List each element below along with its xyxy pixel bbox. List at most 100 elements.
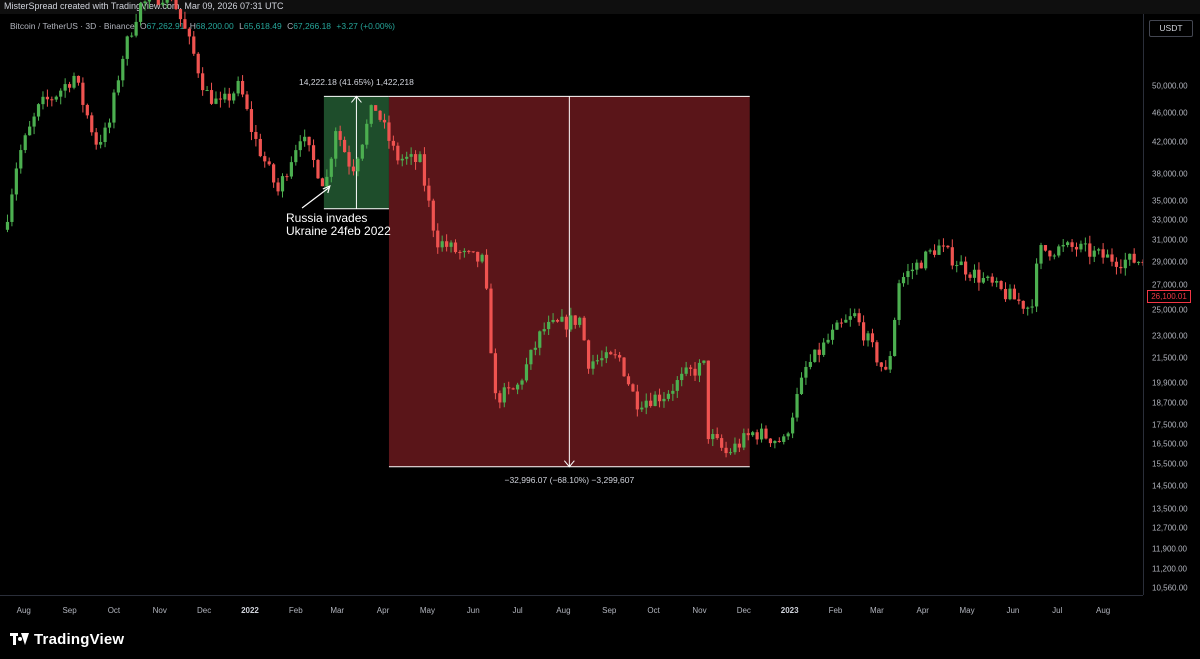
candle-body <box>272 164 276 183</box>
price-tick: 15,500.00 <box>1152 459 1188 469</box>
candle-body <box>653 394 657 407</box>
candle-body <box>334 131 338 159</box>
candle-body <box>1026 307 1030 309</box>
candle-body <box>866 333 870 341</box>
tradingview-logo[interactable]: TradingView <box>10 630 125 648</box>
candle-body <box>125 36 129 59</box>
time-tick: Oct <box>107 606 121 615</box>
candle-body <box>201 73 205 91</box>
candle-body <box>1021 300 1025 309</box>
candle-body <box>81 82 85 105</box>
candle-body <box>311 145 316 161</box>
candle-body <box>431 200 435 231</box>
candle-body <box>573 315 577 325</box>
candle-body <box>183 19 187 29</box>
candle-body <box>644 400 648 408</box>
candle-body <box>875 342 879 363</box>
candle-body <box>618 355 622 358</box>
candle-body <box>436 230 440 248</box>
time-tick: Feb <box>288 606 303 615</box>
candle-body <box>489 288 493 354</box>
candle-body <box>839 322 844 324</box>
price-tick: 13,500.00 <box>1152 504 1188 514</box>
candle-body <box>799 377 804 395</box>
candle-body <box>604 352 608 359</box>
time-tick: Mar <box>330 606 345 615</box>
time-tick: Dec <box>197 606 212 615</box>
candle-body <box>267 161 271 165</box>
candle-body <box>538 331 542 348</box>
time-tick: Jun <box>1006 606 1020 615</box>
candle-body <box>1083 243 1087 245</box>
candle-body <box>666 393 671 399</box>
candle-body <box>19 150 23 169</box>
candle-body <box>791 417 795 434</box>
open-label: O <box>139 21 147 31</box>
candle-body <box>409 154 413 157</box>
candle-body <box>462 250 466 253</box>
price-tick: 29,000.00 <box>1152 257 1188 267</box>
candle-body <box>919 262 923 269</box>
candle-body <box>107 122 112 128</box>
candle-body <box>484 254 489 289</box>
candle-body <box>972 269 977 278</box>
time-tick: Nov <box>152 606 167 615</box>
candle-body <box>365 123 369 145</box>
candle-body <box>23 135 27 151</box>
candle-body <box>161 2 165 5</box>
high-value: 68,200.00 <box>195 21 234 31</box>
candle-body <box>5 221 10 230</box>
candle-body <box>529 349 533 365</box>
time-scale-divider <box>0 595 1143 596</box>
candle-body <box>586 340 591 369</box>
candle-body <box>449 242 453 247</box>
candle-body <box>240 80 245 95</box>
candle-body <box>320 178 325 187</box>
candle-body <box>276 182 280 192</box>
candle-body <box>999 281 1003 289</box>
currency-button[interactable]: USDT <box>1149 20 1193 37</box>
time-tick: Apr <box>916 606 929 615</box>
price-chart[interactable] <box>0 0 1143 595</box>
candle-body <box>458 252 462 254</box>
time-tick: Aug <box>1095 606 1111 615</box>
candle-body <box>1052 255 1056 257</box>
candle-body <box>413 154 418 163</box>
candle-body <box>1034 263 1039 307</box>
low-label: L <box>239 21 244 31</box>
price-tick: 14,500.00 <box>1152 481 1188 490</box>
candle-body <box>755 432 759 440</box>
candle-body <box>405 156 409 159</box>
candle-body <box>649 400 653 407</box>
candle-body <box>906 271 910 278</box>
candle-body <box>1114 261 1119 267</box>
candle-body <box>498 393 502 403</box>
candle-body <box>879 362 883 367</box>
candle-body <box>143 1 147 4</box>
time-tick: 2023 <box>780 606 799 615</box>
candle-body <box>378 110 382 120</box>
candle-body <box>28 126 32 136</box>
candle-body <box>817 349 821 355</box>
candle-body <box>777 440 781 442</box>
candle-body <box>1079 243 1083 250</box>
candle-body <box>99 142 103 145</box>
candle-body <box>480 254 484 262</box>
candle-body <box>1110 254 1114 262</box>
annotation-text[interactable]: Russia invades Ukraine 24feb 2022 <box>286 211 391 238</box>
candle-body <box>138 3 143 22</box>
candle-body <box>1097 249 1101 251</box>
price-tick: 35,000.00 <box>1152 196 1188 206</box>
brand-name: TradingView <box>34 630 125 648</box>
candle-body <box>476 251 480 262</box>
candle-body <box>396 145 400 161</box>
candle-body <box>1092 250 1096 257</box>
candle-body <box>63 84 67 91</box>
candle-body <box>1039 245 1043 264</box>
candle-body <box>635 391 639 410</box>
candle-body <box>746 433 750 436</box>
candle-body <box>853 313 857 317</box>
candle-body <box>280 176 285 192</box>
candle-body <box>369 105 373 124</box>
time-tick: Nov <box>692 606 707 615</box>
